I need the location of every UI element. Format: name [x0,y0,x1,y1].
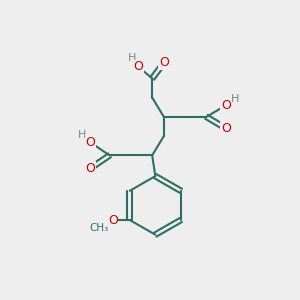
Text: O: O [221,122,231,135]
Text: O: O [85,136,95,149]
Text: H: H [231,94,239,104]
Text: O: O [85,162,95,175]
Text: O: O [108,214,118,226]
Text: CH₃: CH₃ [89,223,108,233]
Text: H: H [77,130,86,140]
Text: O: O [159,56,169,69]
Text: O: O [221,99,231,112]
Text: O: O [133,60,143,73]
Text: H: H [128,52,136,63]
